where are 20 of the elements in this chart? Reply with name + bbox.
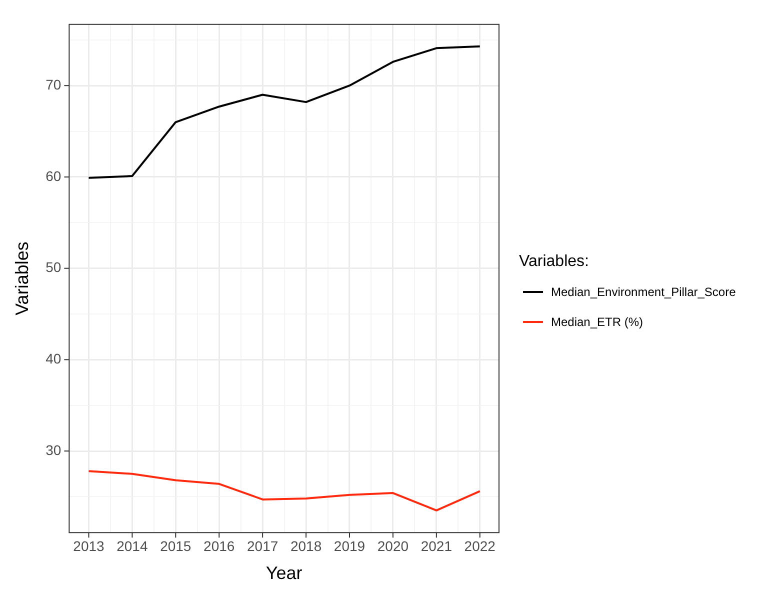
x-tick-label: 2017: [246, 538, 278, 554]
x-tick-label: 2018: [290, 538, 322, 554]
legend-label: Median_Environment_Pillar_Score: [551, 284, 736, 298]
y-tick-label: 40: [46, 350, 62, 367]
x-tick-label: 2022: [464, 538, 496, 554]
y-tick-label: 60: [46, 168, 62, 184]
y-tick-label: 70: [46, 76, 62, 92]
x-tick-label: 2013: [73, 538, 105, 554]
x-tick-label: 2020: [377, 538, 409, 554]
x-tick-label: 2021: [420, 538, 452, 554]
x-tick-label: 2016: [204, 538, 235, 554]
y-tick-label: 50: [46, 259, 62, 276]
y-tick-label: 30: [46, 442, 62, 458]
x-tick-label: 2019: [334, 538, 366, 554]
x-axis-title: Year: [266, 563, 302, 584]
x-tick-label: 2015: [160, 538, 192, 554]
x-tick-label: 2014: [116, 538, 148, 554]
y-axis-title: Variables: [12, 242, 32, 316]
legend-label: Median_ETR (%): [551, 314, 644, 328]
legend-title: Variables:: [519, 252, 590, 270]
